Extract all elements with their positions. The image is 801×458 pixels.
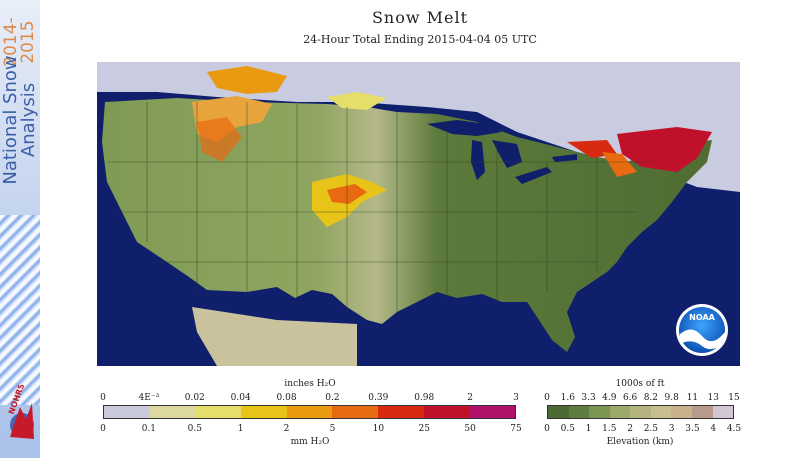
melt-montana-plains bbox=[207, 66, 287, 94]
elevation-legend-bottom-tick: 1 bbox=[585, 424, 592, 434]
nsa-sidebar-banner: 2014- 2015 National Snow Analysis NOHRSC bbox=[0, 0, 40, 458]
noaa-logo-text: NOAA bbox=[689, 313, 715, 322]
sidebar-title: National Snow Analysis bbox=[0, 55, 39, 184]
nohrsc-logo: NOHRSC bbox=[7, 385, 34, 439]
svg-text:NOHRSC: NOHRSC bbox=[7, 385, 28, 416]
melt-legend-bottom-tick: 0.5 bbox=[187, 424, 202, 434]
elevation-legend-top-tick: 13 bbox=[707, 393, 719, 403]
elevation-legend-top-tick: 6.6 bbox=[622, 393, 638, 403]
melt-legend-swatch bbox=[286, 406, 333, 418]
map-subtitle: 24-Hour Total Ending 2015-04-04 05 UTC bbox=[303, 33, 537, 46]
lake-michigan bbox=[471, 140, 485, 180]
elevation-legend-bottom-tick: 0.5 bbox=[560, 424, 575, 434]
melt-legend-top-unit: inches H₂O bbox=[284, 379, 336, 389]
elevation-legend-bottom-tick: 4 bbox=[710, 424, 717, 434]
elevation-legend-top-tick: 3.3 bbox=[581, 393, 596, 403]
elevation-legend-swatch bbox=[609, 406, 631, 418]
elevation-legend-swatch bbox=[671, 406, 692, 418]
melt-legend-swatch bbox=[149, 406, 196, 418]
lake-huron bbox=[492, 140, 522, 168]
elevation-legend-bottom-tick: 4.5 bbox=[726, 424, 742, 434]
melt-legend-bottom-tick: 5 bbox=[329, 424, 336, 434]
melt-legend-bottom-tick: 0.1 bbox=[141, 424, 157, 434]
melt-legend-bottom-tick: 25 bbox=[418, 424, 430, 434]
elevation-legend-swatch bbox=[548, 406, 569, 418]
map-title: Snow Melt bbox=[371, 8, 469, 27]
elevation-legend-top-tick: 15 bbox=[728, 393, 740, 403]
elevation-legend-bottom-tick: 1.5 bbox=[602, 424, 617, 434]
melt-legend-top-tick: 0.04 bbox=[230, 393, 251, 403]
elevation-legend-bottom-tick: 3.5 bbox=[685, 424, 700, 434]
elevation-legend-swatch bbox=[630, 406, 651, 418]
melt-legend-swatch bbox=[423, 406, 470, 418]
sidebar-title-line2: Analysis bbox=[18, 82, 39, 158]
elevation-legend-top-tick: 9.8 bbox=[664, 393, 679, 403]
elevation-legend-top-tick: 8.2 bbox=[643, 393, 659, 403]
melt-legend-bottom-tick: 1 bbox=[237, 424, 244, 434]
elevation-legend-swatch bbox=[712, 406, 734, 418]
melt-legend-bottom-tick: 75 bbox=[510, 424, 522, 434]
elevation-legend-swatch bbox=[589, 406, 610, 418]
melt-legend-top-tick: 0.2 bbox=[325, 393, 340, 403]
melt-legend-top-tick: 0.39 bbox=[368, 393, 389, 403]
melt-legend-top-tick: 2 bbox=[467, 393, 473, 403]
melt-legend-top-tick: 0 bbox=[100, 393, 106, 403]
elevation-legend-bottom-tick: 2 bbox=[627, 424, 633, 434]
melt-legend-top-tick: 0.08 bbox=[276, 393, 297, 403]
elevation-legend-swatch bbox=[568, 406, 590, 418]
melt-legend-top-tick: 3 bbox=[513, 393, 519, 403]
melt-legend-top-tick: 0.02 bbox=[184, 393, 205, 403]
melt-legend-bottom-tick: 50 bbox=[464, 424, 476, 434]
melt-legend-top-tick: 0.98 bbox=[414, 393, 435, 403]
melt-legend-bottom-tick: 2 bbox=[283, 424, 290, 434]
lake-superior bbox=[427, 120, 502, 136]
canada-snow-cover bbox=[97, 62, 740, 192]
melt-legend-swatch bbox=[195, 406, 242, 418]
melt-new-england-edge bbox=[602, 152, 637, 177]
melt-legend-swatch bbox=[469, 406, 516, 418]
melt-legend-swatch bbox=[104, 406, 150, 418]
melt-idaho bbox=[197, 117, 242, 162]
elevation-legend-bottom-tick: 0 bbox=[544, 424, 550, 434]
melt-legend-top-tick: 4E⁻³ bbox=[138, 393, 160, 403]
elevation-legend-swatch bbox=[650, 406, 672, 418]
melt-legend-swatch bbox=[241, 406, 287, 418]
elevation-legend-bottom-tick: 2.5 bbox=[643, 424, 659, 434]
elevation-color-bar bbox=[547, 405, 734, 419]
elevation-legend-top-tick: 0 bbox=[544, 393, 550, 403]
elevation-legend-top-tick: 1.6 bbox=[560, 393, 575, 403]
elevation-legend-bottom-unit: Elevation (km) bbox=[606, 437, 674, 447]
state-boundaries bbox=[107, 102, 657, 312]
elevation-legend-bottom-tick: 3 bbox=[668, 424, 675, 434]
elevation-legend-top-unit: 1000s of ft bbox=[615, 379, 665, 389]
melt-legend-bottom-unit: mm H₂O bbox=[290, 437, 330, 447]
melt-new-england bbox=[617, 127, 712, 172]
lake-erie bbox=[515, 167, 552, 184]
melt-legend-swatch bbox=[378, 406, 424, 418]
elevation-legend-swatch bbox=[691, 406, 713, 418]
lake-ontario bbox=[552, 154, 577, 162]
ice-crystal-texture bbox=[0, 215, 40, 405]
elevation-legend-top-tick: 11 bbox=[686, 393, 699, 403]
melt-color-bar bbox=[103, 405, 516, 419]
melt-legend-bottom-tick: 0 bbox=[100, 424, 106, 434]
melt-legend-swatch bbox=[332, 406, 379, 418]
melt-northern-plains bbox=[327, 92, 387, 110]
mexico bbox=[192, 307, 357, 366]
elevation-legend-top-tick: 4.9 bbox=[602, 393, 617, 403]
melt-legend-bottom-tick: 10 bbox=[372, 424, 385, 434]
noaa-logo: NOAA bbox=[676, 304, 728, 356]
snow-melt-map: NOAA bbox=[97, 62, 740, 366]
